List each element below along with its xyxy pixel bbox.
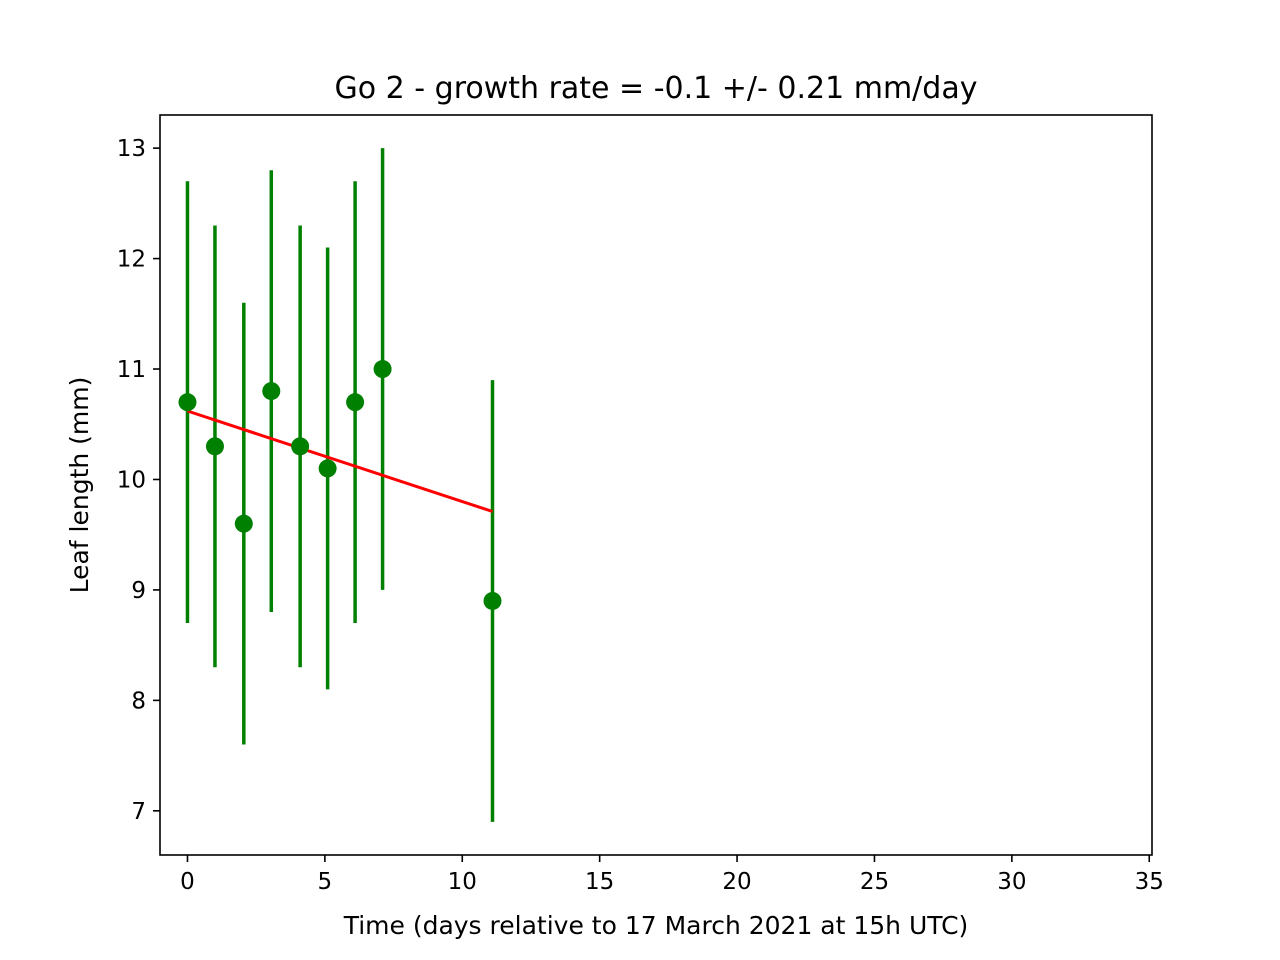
x-tick-label: 0 — [180, 869, 195, 895]
data-point — [234, 514, 253, 533]
y-tick-label: 13 — [117, 136, 146, 162]
chart-title: Go 2 - growth rate = -0.1 +/- 0.21 mm/da… — [335, 71, 978, 106]
data-point — [205, 437, 224, 456]
data-point — [483, 591, 502, 610]
data-point — [291, 437, 310, 456]
x-tick-label: 35 — [1135, 869, 1164, 895]
x-tick-label: 15 — [585, 869, 614, 895]
data-point — [262, 382, 281, 401]
x-tick-label: 20 — [722, 869, 751, 895]
plot-area — [178, 148, 502, 822]
x-tick-label: 25 — [860, 869, 889, 895]
y-tick-label: 7 — [131, 799, 146, 825]
fit-line — [187, 409, 493, 513]
axes-frame — [159, 114, 1153, 856]
y-tick-label: 8 — [131, 688, 146, 714]
y-tick-label: 10 — [117, 467, 146, 493]
data-point — [178, 393, 197, 412]
data-point — [346, 393, 365, 412]
data-point — [373, 360, 392, 379]
x-tick-label: 5 — [318, 869, 333, 895]
data-point — [318, 459, 337, 478]
x-tick-label: 10 — [448, 869, 477, 895]
y-tick-label: 9 — [131, 578, 146, 604]
x-axis-label: Time (days relative to 17 March 2021 at … — [343, 911, 969, 940]
x-tick-label: 30 — [997, 869, 1026, 895]
y-tick-label: 12 — [117, 247, 146, 273]
y-axis-label: Leaf length (mm) — [65, 377, 94, 594]
y-tick-label: 11 — [117, 357, 146, 383]
axis-ticks: 0 5 10 15 20 25 30 35 7 8 9 10 11 12 13 — [117, 136, 1164, 895]
